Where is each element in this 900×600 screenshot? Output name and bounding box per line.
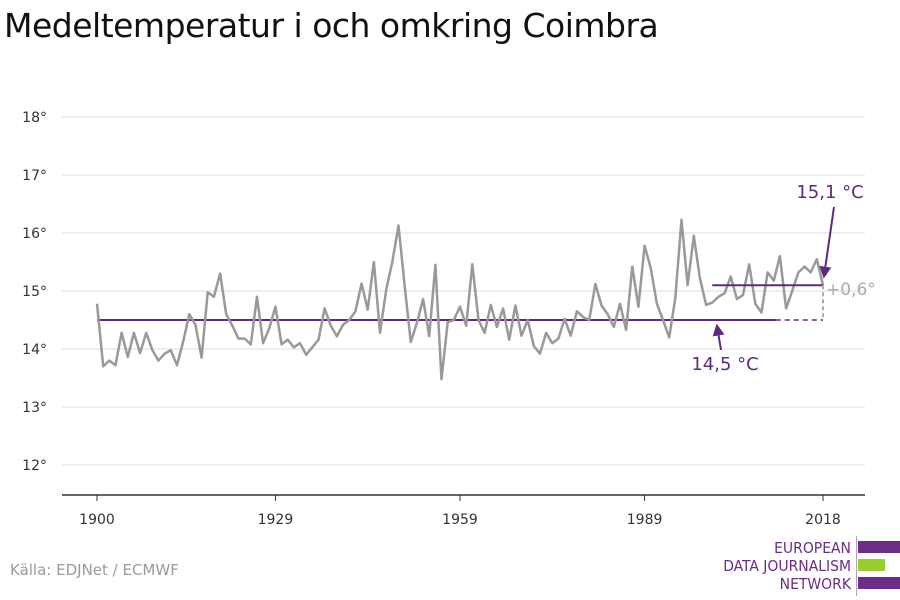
y-tick-label-16: 16° <box>22 226 47 242</box>
baseline-average-label: 14,5 °C <box>691 354 758 375</box>
difference-label: +0,6° <box>826 280 876 300</box>
logo-line-network: NETWORK <box>779 575 851 593</box>
logo-bar-green <box>858 559 885 571</box>
x-axis: 1900 1929 1959 1989 2018 <box>62 494 865 528</box>
y-tick-label-18: 18° <box>22 110 47 126</box>
logo-line-european: EUROPEAN <box>774 539 851 557</box>
x-tick-label-1929: 1929 <box>258 512 294 528</box>
y-tick-label-12: 12° <box>22 458 47 474</box>
x-tick-label-1900: 1900 <box>79 512 115 528</box>
source-text: Källa: EDJNet / ECMWF <box>10 561 179 579</box>
annotations: +0,6° 15,1 °C 14,5 °C <box>691 182 875 375</box>
grid-lines <box>62 116 865 466</box>
recent-average-label: 15,1 °C <box>796 182 863 203</box>
y-tick-label-14: 14° <box>22 342 47 358</box>
baseline-average-arrow <box>712 323 725 351</box>
y-axis-tick-labels: 12° 13° 14° 15° 16° 17° 18° <box>22 110 47 474</box>
temperature-series-line <box>95 218 825 381</box>
y-tick-label-15: 15° <box>22 284 47 300</box>
recent-average-arrow <box>819 206 835 279</box>
logo-line-data-journalism: DATA JOURNALISM <box>723 557 851 575</box>
x-tick-label-1959: 1959 <box>442 512 478 528</box>
logo-bar-purple-top <box>858 541 900 553</box>
chart-marks <box>95 218 825 381</box>
x-tick-label-2018: 2018 <box>805 512 841 528</box>
y-tick-label-17: 17° <box>22 168 47 184</box>
logo-divider <box>856 536 857 596</box>
x-tick-label-1989: 1989 <box>627 512 663 528</box>
edjnet-logo[interactable]: EUROPEAN DATA JOURNALISM NETWORK <box>700 536 900 596</box>
chart-title: Medeltemperatur i och omkring Coimbra <box>4 6 659 45</box>
logo-bar-purple-bottom <box>858 577 900 589</box>
y-tick-label-13: 13° <box>22 400 47 416</box>
